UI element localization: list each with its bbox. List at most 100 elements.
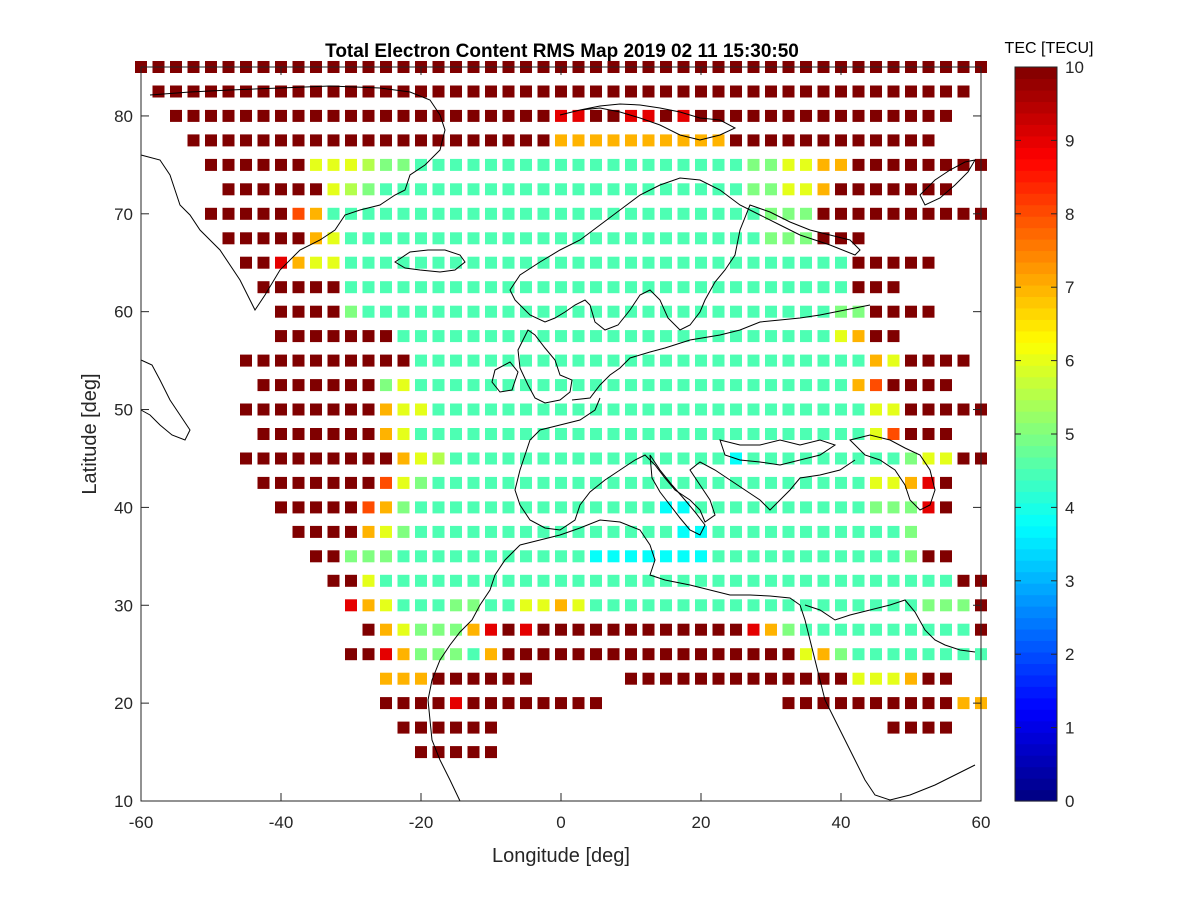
- tec-cell: [572, 305, 585, 318]
- tec-cell: [380, 525, 392, 538]
- tec-cell: [450, 697, 462, 710]
- tec-cell: [800, 134, 812, 147]
- tec-cell: [432, 305, 445, 318]
- tec-cell: [957, 354, 970, 367]
- tec-cell: [572, 525, 585, 538]
- tec-cell: [695, 476, 707, 489]
- tec-cell: [380, 134, 392, 147]
- tec-cell: [642, 403, 655, 416]
- tec-cell: [257, 85, 270, 98]
- tec-cell: [835, 256, 847, 269]
- tec-cell: [905, 599, 917, 612]
- tec-cell: [835, 550, 847, 563]
- tec-cell: [835, 134, 847, 147]
- tec-cell: [712, 672, 725, 685]
- tec-cell: [275, 256, 287, 269]
- tec-cell: [520, 697, 532, 710]
- tec-cell: [397, 574, 410, 587]
- tec-cell: [835, 623, 847, 636]
- tec-cell: [292, 476, 305, 489]
- tec-cell: [625, 158, 637, 171]
- tec-cell: [345, 574, 357, 587]
- tec-cell: [887, 281, 900, 294]
- tec-cell: [537, 109, 550, 122]
- tec-cell: [660, 330, 672, 343]
- tec-cell: [905, 109, 917, 122]
- tec-cell: [415, 256, 427, 269]
- colorbar-band: [1015, 628, 1057, 642]
- tec-cell: [677, 158, 690, 171]
- tec-cell: [747, 158, 760, 171]
- tec-cell: [765, 232, 777, 245]
- tec-cell: [415, 207, 427, 220]
- tec-cell: [362, 501, 375, 514]
- tec-cell: [957, 452, 970, 465]
- tec-cell: [747, 550, 760, 563]
- tec-cell: [835, 452, 847, 465]
- tec-cell: [415, 330, 427, 343]
- tec-cell: [607, 354, 620, 367]
- tec-cell: [940, 672, 952, 685]
- tec-cell: [415, 501, 427, 514]
- tec-cell: [782, 207, 795, 220]
- tec-cell: [800, 85, 812, 98]
- tec-cell: [485, 281, 497, 294]
- tec-cell: [905, 623, 917, 636]
- tec-cell: [817, 697, 830, 710]
- tec-cell: [502, 232, 515, 245]
- tec-cell: [485, 672, 497, 685]
- tec-cell: [415, 85, 427, 98]
- colorbar-band: [1015, 789, 1057, 802]
- tec-cell: [432, 403, 445, 416]
- tec-cell: [852, 672, 865, 685]
- tec-cell: [677, 501, 690, 514]
- tec-cell: [817, 501, 830, 514]
- tec-cell: [467, 207, 480, 220]
- tec-cell: [257, 183, 270, 196]
- tec-cell: [712, 207, 725, 220]
- tec-cell: [345, 428, 357, 440]
- tec-cell: [485, 452, 497, 465]
- tec-cell: [782, 232, 795, 245]
- tec-cell: [695, 158, 707, 171]
- tec-cell: [747, 428, 760, 440]
- tec-cell: [275, 428, 287, 440]
- tec-cell: [380, 672, 392, 685]
- tec-cell: [607, 428, 620, 440]
- tec-cell: [310, 501, 322, 514]
- tec-cell: [712, 256, 725, 269]
- tec-cell: [327, 305, 340, 318]
- tec-cell: [765, 85, 777, 98]
- tec-cell: [625, 330, 637, 343]
- tec-cell: [712, 85, 725, 98]
- tec-cell: [940, 354, 952, 367]
- tec-cell: [450, 281, 462, 294]
- tec-cell: [485, 379, 497, 392]
- tec-cell: [275, 354, 287, 367]
- tec-cell: [660, 379, 672, 392]
- tec-cell: [835, 109, 847, 122]
- tec-cell: [432, 379, 445, 392]
- tec-cell: [712, 648, 725, 661]
- tec-cell: [625, 550, 637, 563]
- tec-cell: [712, 134, 725, 147]
- tec-cell: [730, 281, 742, 294]
- tec-cell: [555, 109, 567, 122]
- tec-cell: [922, 452, 935, 465]
- tec-cell: [485, 256, 497, 269]
- tec-cell: [397, 550, 410, 563]
- tec-cell: [520, 476, 532, 489]
- tec-cell: [782, 648, 795, 661]
- tec-cell: [800, 354, 812, 367]
- tec-cell: [502, 428, 515, 440]
- tec-cell: [712, 158, 725, 171]
- tec-cell: [275, 232, 287, 245]
- tec-cell: [345, 403, 357, 416]
- plot-area: [135, 61, 987, 802]
- tec-cell: [292, 183, 305, 196]
- tec-cell: [310, 476, 322, 489]
- tec-cell: [870, 476, 882, 489]
- tec-cell: [432, 85, 445, 98]
- tec-cell: [817, 85, 830, 98]
- tec-cell: [432, 648, 445, 661]
